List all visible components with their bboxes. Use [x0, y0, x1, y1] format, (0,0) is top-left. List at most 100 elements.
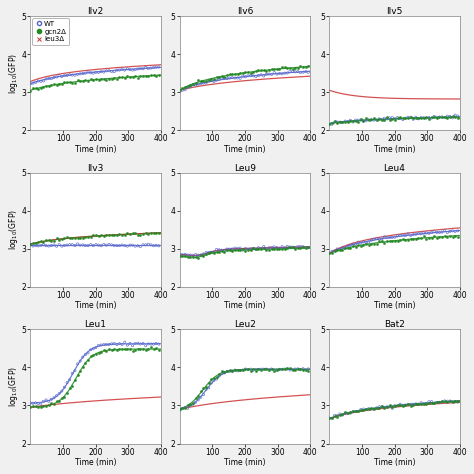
Point [32, 403, 39, 410]
Point [339, 410, 346, 418]
Point [124, 341, 131, 349]
Point [339, 244, 346, 252]
Point [90, 65, 97, 73]
Point [292, 64, 299, 72]
Point [187, 84, 194, 91]
Point [286, 64, 294, 72]
Point [137, 243, 144, 250]
Point [281, 246, 289, 253]
Title: Ilv6: Ilv6 [237, 7, 253, 16]
Point [257, 74, 265, 82]
Point [71, 399, 79, 407]
Point [176, 406, 183, 414]
Y-axis label: log$_{10}$(GFP): log$_{10}$(GFP) [7, 53, 20, 94]
Point [415, 402, 422, 410]
Point [433, 114, 441, 121]
Point [244, 244, 252, 252]
Point [74, 371, 82, 379]
Point [76, 400, 84, 407]
Point [360, 238, 367, 246]
Point [375, 404, 383, 412]
Point [118, 73, 126, 81]
Point [69, 370, 76, 377]
Point [278, 392, 286, 400]
Point [84, 67, 92, 75]
Point [192, 79, 200, 86]
Point [394, 114, 401, 122]
Point [257, 244, 265, 251]
Point [137, 229, 144, 237]
Title: Leu1: Leu1 [84, 320, 107, 329]
Point [352, 238, 359, 246]
Point [412, 94, 419, 102]
Point [352, 407, 359, 415]
Point [197, 82, 205, 90]
Point [441, 232, 448, 240]
Point [299, 365, 307, 373]
Point [71, 367, 79, 374]
Point [242, 245, 249, 253]
Point [341, 245, 349, 252]
Point [331, 412, 338, 420]
Point [97, 65, 105, 73]
Point [155, 71, 163, 79]
Point [257, 365, 265, 373]
Point [35, 403, 42, 411]
Point [194, 252, 202, 260]
Point [192, 253, 200, 260]
Point [129, 73, 137, 81]
Point [179, 84, 186, 92]
Point [197, 393, 205, 401]
Point [231, 396, 239, 404]
Point [383, 115, 391, 123]
Point [210, 249, 218, 257]
Point [399, 235, 407, 243]
Point [82, 76, 89, 83]
Point [407, 96, 414, 104]
Point [294, 392, 301, 400]
Point [449, 227, 456, 235]
Point [328, 414, 336, 422]
Point [422, 94, 430, 102]
Point [436, 113, 443, 121]
Point [231, 366, 239, 374]
Point [215, 246, 223, 253]
Point [61, 234, 68, 242]
Point [37, 403, 45, 410]
Point [299, 68, 307, 76]
Point [69, 71, 76, 79]
Point [61, 72, 68, 80]
Point [63, 379, 71, 386]
Point [341, 117, 349, 125]
Point [283, 243, 291, 250]
Point [391, 231, 399, 238]
Point [223, 75, 231, 82]
Point [79, 70, 87, 77]
Point [210, 80, 218, 87]
Point [399, 116, 407, 123]
Point [255, 365, 262, 373]
Point [239, 366, 246, 374]
Point [197, 80, 205, 87]
Point [35, 240, 42, 247]
Point [37, 77, 45, 85]
Point [71, 376, 79, 384]
Point [202, 250, 210, 257]
Point [95, 232, 102, 240]
Point [375, 403, 383, 410]
Point [255, 365, 262, 373]
Point [53, 71, 60, 79]
Point [61, 79, 68, 86]
Point [336, 244, 344, 252]
Point [176, 251, 183, 259]
Point [333, 118, 341, 126]
Point [412, 114, 419, 121]
Point [378, 402, 385, 410]
Point [184, 251, 191, 259]
Point [349, 240, 357, 247]
Point [297, 244, 304, 252]
Point [42, 401, 50, 409]
Point [152, 228, 160, 236]
Point [449, 112, 456, 119]
Point [32, 242, 39, 249]
